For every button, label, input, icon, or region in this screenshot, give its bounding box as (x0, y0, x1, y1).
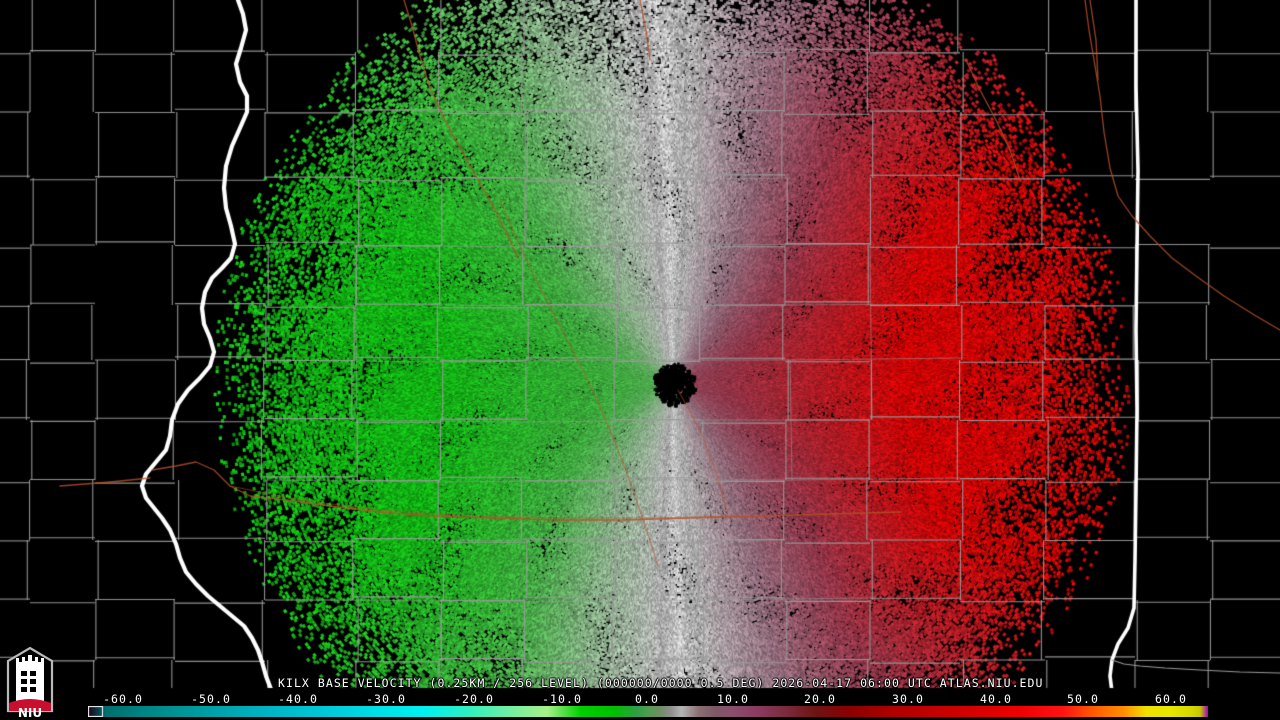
color-scale: -60.0 -50.0 -40.0 -30.0 -20.0 -10.0 0.0 10.0 20.… (0, 692, 1280, 720)
color-scale-tick: -40.0 (278, 692, 318, 706)
castle-windows (21, 671, 36, 692)
castle-tower (16, 655, 44, 702)
niu-logo-svg: NIU (6, 646, 54, 720)
color-scale-tick: -30.0 (366, 692, 406, 706)
color-scale-tick: -60.0 (103, 692, 143, 706)
niu-banner (9, 699, 51, 711)
color-scale-tick: 20.0 (804, 692, 836, 706)
color-scale-bar (88, 706, 1208, 717)
niu-logo: NIU (6, 645, 54, 720)
color-scale-tick: 50.0 (1067, 692, 1099, 706)
radar-map-viewport[interactable] (0, 0, 1280, 692)
color-scale-tick: 30.0 (892, 692, 924, 706)
status-line: KILX BASE VELOCITY (0.25KM / 256 LEVEL) … (278, 676, 1043, 690)
color-scale-tick: 40.0 (980, 692, 1012, 706)
niu-wordmark: NIU (18, 706, 42, 720)
radar-map-canvas[interactable] (0, 0, 1280, 692)
color-scale-tick: -50.0 (191, 692, 231, 706)
color-scale-tick: 60.0 (1155, 692, 1187, 706)
color-scale-ticks: -60.0 -50.0 -40.0 -30.0 -20.0 -10.0 0.0 10.0 20.… (0, 692, 1280, 707)
status-text: KILX BASE VELOCITY (0.25KM / 256 LEVEL) … (278, 676, 1044, 690)
color-scale-tick: 10.0 (717, 692, 749, 706)
color-scale-tick: 0.0 (635, 692, 659, 706)
color-scale-tick: -10.0 (542, 692, 582, 706)
color-scale-tick: -20.0 (454, 692, 494, 706)
